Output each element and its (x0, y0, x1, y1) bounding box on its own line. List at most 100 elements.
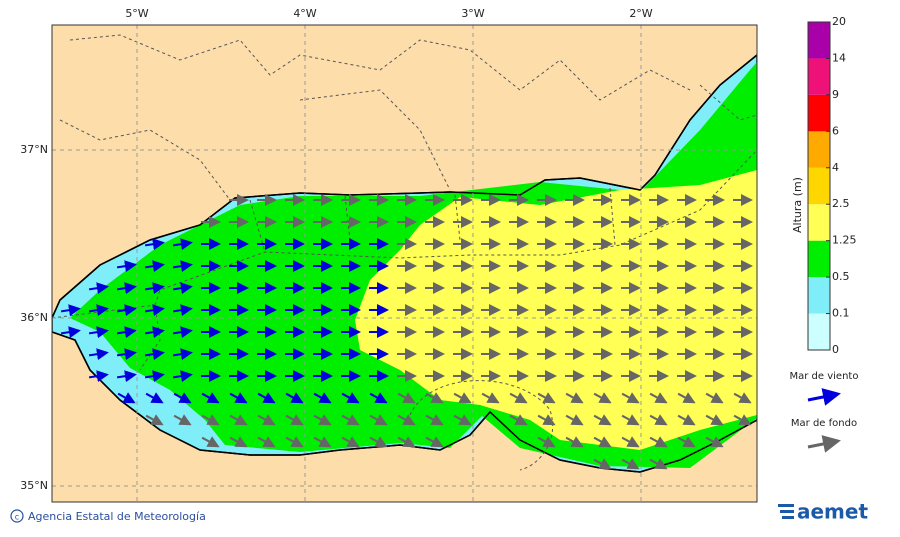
wave-arrow (257, 414, 276, 426)
coast (52, 54, 757, 473)
wave-arrow (621, 414, 640, 426)
wave-arrow (593, 414, 612, 426)
legend-arrow (807, 435, 841, 453)
wave-arrow (88, 326, 109, 339)
wave-arrow (649, 414, 668, 426)
wave-arrow (116, 260, 137, 273)
colorbar-segment (808, 94, 830, 132)
wave-arrow (172, 304, 193, 317)
wave-arrow (397, 392, 416, 404)
colorbar-tick-label: 0 (832, 343, 839, 356)
wave-arrow (257, 436, 276, 448)
wave-arrow (116, 304, 137, 317)
wave-arrow (144, 370, 165, 383)
wave-arrow (88, 370, 109, 383)
colorbar-tick-label: 0.1 (832, 307, 850, 320)
wave-arrow (677, 436, 696, 448)
wave-arrow (60, 304, 81, 317)
wave-arrow (621, 458, 640, 470)
colorbar-segment (808, 277, 830, 314)
map (52, 25, 757, 502)
wave-arrow (341, 392, 360, 404)
wave-arrow (649, 392, 668, 404)
graticule (52, 25, 757, 502)
wave-arrow (172, 348, 193, 361)
wave-arrow (313, 436, 332, 448)
wave-arrow (116, 370, 137, 383)
wave-arrow (145, 392, 164, 404)
colorbar-tick-label: 4 (832, 161, 839, 174)
wave-arrow (144, 304, 165, 317)
credit: Agencia Estatal de Meteorología (28, 510, 206, 523)
wave-arrow (116, 326, 137, 339)
wave-arrow (369, 414, 388, 426)
colorbar-frame (807, 21, 831, 351)
wave-arrow (341, 414, 360, 426)
wave-arrow (172, 326, 193, 339)
colorbar-tick-label: 0.5 (832, 270, 850, 283)
wave-arrow (313, 414, 332, 426)
wave-arrow (649, 458, 668, 470)
copyright-icon (10, 509, 24, 523)
colorbar-segment (808, 167, 830, 205)
wave-arrow (173, 414, 192, 426)
wave-arrow (621, 436, 640, 448)
wave-arrow (88, 348, 109, 361)
wave-arrow (593, 458, 612, 470)
colorbar-tick-label: 6 (832, 124, 839, 137)
wave-arrow (201, 436, 220, 448)
wave-arrow (229, 392, 248, 404)
legend: Mar de viento Mar de fondo (790, 371, 859, 453)
wave-arrow (285, 414, 304, 426)
wave-arrow (144, 326, 165, 339)
colorbar-tick-label: 14 (832, 51, 846, 64)
wave-arrow (537, 436, 556, 448)
logo-icon (778, 504, 794, 519)
lat-label: 36°N (20, 311, 48, 324)
wave-arrow (88, 304, 109, 317)
wave-arrow (565, 436, 584, 448)
legend-label: Mar de viento (790, 371, 859, 382)
wave-arrow (229, 436, 248, 448)
lon-label: 4°W (293, 7, 316, 20)
wave-arrow (172, 238, 193, 251)
colorbar-tick-label: 20 (832, 15, 846, 28)
wave-arrow (677, 414, 696, 426)
wave-arrow (88, 282, 109, 295)
wave-arrow (341, 436, 360, 448)
wave-arrow (565, 414, 584, 426)
wave-arrow (425, 414, 444, 426)
lat-label: 37°N (20, 143, 48, 156)
wave-arrow (172, 370, 193, 383)
colorbar-segment (808, 131, 830, 168)
wave-arrow (172, 282, 193, 295)
wave-arrow (481, 392, 500, 404)
wave-arrow (369, 392, 388, 404)
wave-arrow (117, 392, 136, 404)
wave-arrow (144, 348, 165, 361)
colorbar-segment (808, 313, 830, 350)
lon-label: 2°W (629, 7, 652, 20)
wave-arrow (369, 436, 388, 448)
wave-arrow (509, 392, 528, 404)
colorbar: 0 0.1 0.5 1.25 2.5 4 6 9 14 20 (807, 15, 857, 356)
wave-arrow (60, 326, 81, 339)
map-frame (51, 24, 758, 503)
legend-label: Mar de fondo (791, 418, 857, 429)
wave-arrow (453, 414, 472, 426)
wave-arrow (145, 414, 164, 426)
wave-arrow (649, 436, 668, 448)
colorbar-tick-label: 9 (832, 88, 839, 101)
colorbar-label: Altura (m) (791, 177, 804, 233)
arrow-field (60, 194, 753, 470)
wave-arrow (173, 392, 192, 404)
wave-arrow (116, 348, 137, 361)
colorbar-segment (808, 240, 830, 278)
colorbar-tick-label: 1.25 (832, 234, 857, 247)
wave-arrow (677, 392, 696, 404)
wave-arrow (116, 282, 137, 295)
wave-arrow (733, 392, 752, 404)
logo: aemet (797, 500, 868, 524)
wave-arrow (144, 238, 165, 251)
